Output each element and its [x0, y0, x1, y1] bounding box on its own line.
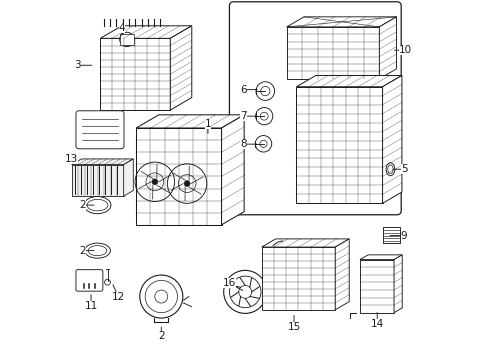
Polygon shape [393, 255, 402, 313]
Ellipse shape [84, 243, 110, 258]
Text: 5: 5 [400, 164, 407, 174]
FancyBboxPatch shape [76, 270, 102, 291]
Circle shape [152, 179, 158, 185]
Polygon shape [100, 26, 191, 39]
FancyBboxPatch shape [76, 111, 124, 149]
Bar [382, 226, 399, 243]
Polygon shape [335, 239, 348, 310]
Text: 1: 1 [204, 120, 211, 129]
Polygon shape [359, 255, 402, 260]
Polygon shape [72, 165, 123, 196]
Circle shape [123, 36, 130, 43]
Polygon shape [261, 239, 348, 247]
Text: 3: 3 [74, 60, 81, 70]
Polygon shape [261, 247, 335, 310]
Ellipse shape [386, 163, 394, 176]
Text: 8: 8 [240, 139, 246, 149]
Text: 11: 11 [84, 301, 98, 311]
Ellipse shape [84, 197, 111, 214]
Text: 2: 2 [158, 331, 164, 341]
Polygon shape [286, 27, 379, 79]
Polygon shape [100, 39, 170, 110]
Polygon shape [296, 76, 401, 87]
Text: 7: 7 [240, 111, 246, 121]
Ellipse shape [88, 246, 106, 256]
Text: 2: 2 [79, 246, 85, 256]
Bar [120, 35, 134, 45]
Text: 12: 12 [111, 292, 124, 302]
Polygon shape [286, 17, 396, 27]
Text: 14: 14 [370, 319, 383, 329]
Ellipse shape [387, 165, 392, 174]
Text: 13: 13 [65, 154, 78, 164]
Polygon shape [170, 26, 191, 110]
Ellipse shape [87, 199, 108, 211]
Polygon shape [221, 115, 244, 225]
Polygon shape [296, 87, 382, 203]
FancyBboxPatch shape [229, 2, 400, 215]
Text: 16: 16 [223, 278, 236, 288]
Circle shape [184, 181, 190, 186]
Text: 15: 15 [287, 322, 300, 332]
Text: 9: 9 [400, 231, 407, 240]
Polygon shape [359, 260, 393, 313]
Polygon shape [382, 76, 401, 203]
Text: 6: 6 [240, 85, 246, 95]
Polygon shape [379, 17, 396, 79]
Polygon shape [136, 128, 221, 225]
Polygon shape [123, 159, 133, 196]
Polygon shape [72, 159, 133, 165]
Text: 2: 2 [79, 200, 85, 210]
Text: 4: 4 [118, 23, 125, 33]
Polygon shape [136, 115, 244, 128]
Text: 10: 10 [399, 45, 411, 55]
